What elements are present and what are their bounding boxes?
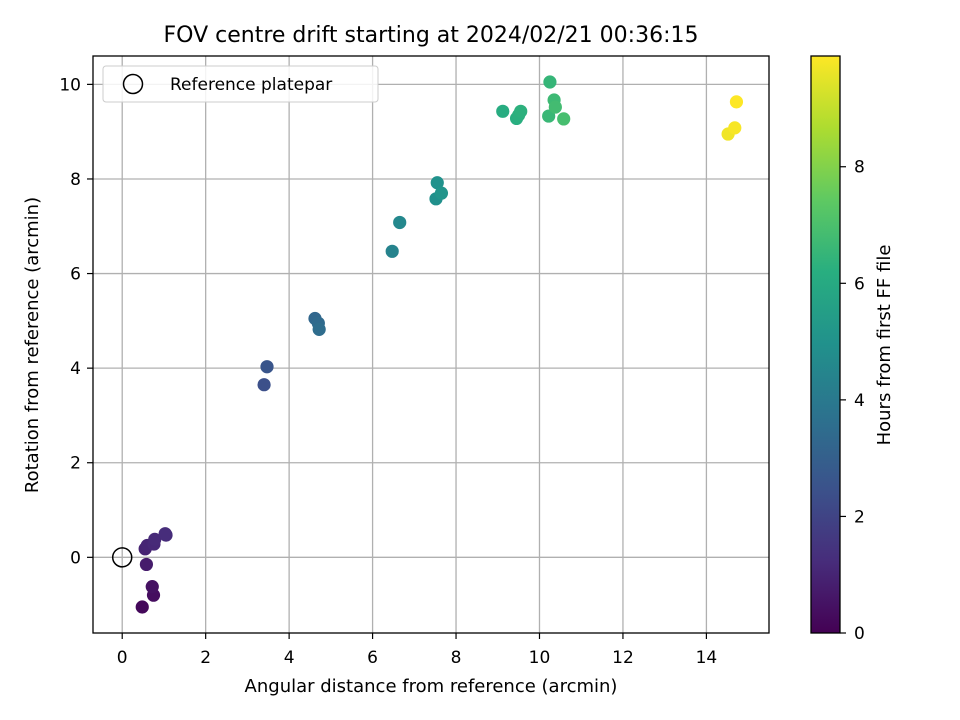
legend-label: Reference platepar xyxy=(170,75,332,95)
data-point xyxy=(158,527,172,541)
y-tick-label: 6 xyxy=(70,265,81,285)
plot-area xyxy=(92,55,770,634)
data-point xyxy=(145,580,159,594)
data-point xyxy=(543,75,557,89)
x-axis-ticks: 0 2 4 6 8 10 12 14 xyxy=(117,633,717,668)
y-tick-label: 0 xyxy=(70,548,81,568)
x-tick-label: 4 xyxy=(284,648,295,668)
legend-reference-marker xyxy=(122,73,144,95)
x-tick-label: 2 xyxy=(200,648,211,668)
colorbar-ticks: 0 2 4 6 8 xyxy=(840,158,865,644)
data-point xyxy=(148,532,162,546)
y-tick-label: 10 xyxy=(59,75,81,95)
data-point xyxy=(385,244,399,258)
colorbar-label: Hours from first FF file xyxy=(874,245,895,446)
y-axis-label: Rotation from reference (arcmin) xyxy=(22,197,43,493)
grid xyxy=(93,56,769,633)
y-tick-label: 2 xyxy=(70,454,81,474)
colorbar-tick-label: 8 xyxy=(854,158,865,178)
x-tick-label: 6 xyxy=(367,648,378,668)
colorbar-tick-label: 0 xyxy=(854,624,865,644)
x-axis-label: Angular distance from reference (arcmin) xyxy=(245,676,618,697)
data-point xyxy=(135,600,149,614)
data-point xyxy=(393,215,407,230)
data-point xyxy=(430,176,444,190)
data-point xyxy=(729,95,744,109)
data-point xyxy=(260,360,274,374)
x-tick-label: 14 xyxy=(696,648,718,668)
y-tick-label: 4 xyxy=(70,359,81,379)
y-tick-label: 8 xyxy=(70,170,81,190)
data-point xyxy=(312,322,326,336)
reference-point-marker xyxy=(111,547,133,568)
data-point xyxy=(728,121,742,135)
data-point xyxy=(557,112,571,126)
legend-box xyxy=(102,65,379,103)
x-tick-label: 12 xyxy=(612,648,634,668)
data-point xyxy=(548,100,562,114)
chart-title: FOV centre drift starting at 2024/02/21 … xyxy=(164,23,699,48)
data-point xyxy=(257,378,271,392)
colorbar-tick-label: 6 xyxy=(854,274,865,294)
data-point xyxy=(514,104,528,118)
x-tick-label: 10 xyxy=(529,648,551,668)
x-tick-label: 8 xyxy=(451,648,462,668)
colorbar-tick-label: 4 xyxy=(854,391,865,411)
y-axis-ticks: 0 2 4 6 8 10 xyxy=(59,75,93,568)
colorbar-tick-label: 2 xyxy=(854,507,865,527)
colorbar: 0 2 4 6 8 Hours from first FF file xyxy=(810,55,895,644)
data-point xyxy=(542,109,556,123)
data-points xyxy=(135,75,744,614)
legend: Reference platepar xyxy=(102,65,379,103)
x-tick-label: 0 xyxy=(117,648,128,668)
plot-frame xyxy=(92,55,770,634)
data-point xyxy=(139,557,154,572)
data-point xyxy=(434,186,449,200)
colorbar-gradient xyxy=(810,55,841,634)
data-point xyxy=(496,104,510,118)
